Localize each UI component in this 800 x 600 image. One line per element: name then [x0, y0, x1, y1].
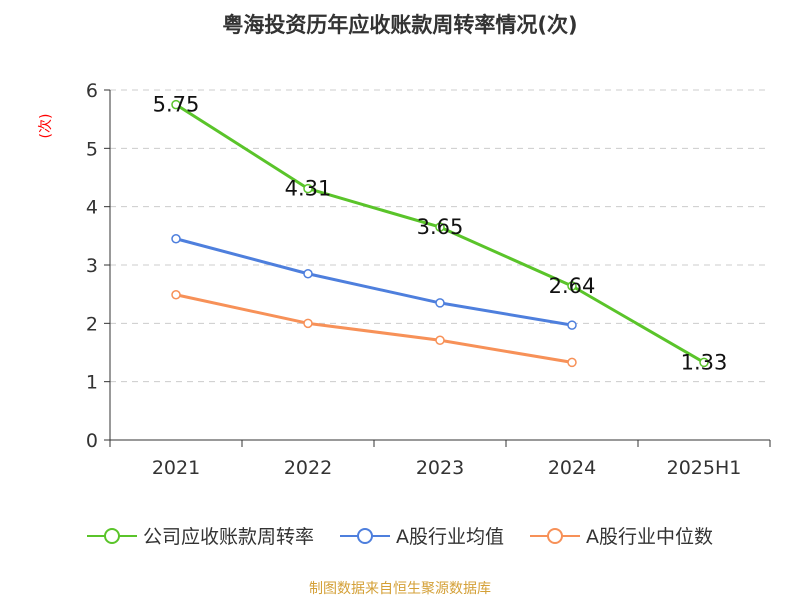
data-point — [303, 269, 313, 279]
data-label: 1.33 — [681, 350, 728, 374]
data-label: 4.31 — [285, 177, 332, 201]
x-tick-label: 2022 — [284, 457, 332, 479]
data-point — [171, 234, 181, 244]
legend: 公司应收账款周转率 A股行业均值 A股行业中位数 — [0, 522, 800, 549]
y-tick-label: 2 — [86, 313, 98, 335]
y-tick-label: 6 — [86, 80, 98, 102]
y-tick-label: 5 — [86, 138, 98, 160]
source-note: 制图数据来自恒生聚源数据库 — [309, 581, 491, 597]
y-tick-label: 0 — [86, 430, 98, 452]
data-point — [303, 183, 313, 194]
series-line — [175, 237, 573, 327]
data-point — [171, 290, 181, 300]
y-tick-label: 4 — [86, 197, 98, 219]
data-point — [567, 320, 577, 330]
x-tick-label: 2024 — [548, 457, 596, 479]
legend-item-industry-median[interactable]: A股行业中位数 — [530, 522, 713, 549]
legend-item-company[interactable]: 公司应收账款周转率 — [86, 522, 314, 549]
y-tick-label: 1 — [86, 372, 98, 394]
data-label: 2.64 — [549, 274, 596, 298]
data-point — [435, 335, 445, 345]
legend-label-company: 公司应收账款周转率 — [142, 526, 314, 548]
series-line — [175, 293, 573, 364]
legend-line-icon — [340, 527, 390, 544]
data-point — [567, 357, 577, 368]
data-point — [699, 357, 709, 368]
data-point — [303, 318, 313, 329]
x-tick-label: 2023 — [416, 457, 464, 479]
data-point — [435, 222, 445, 232]
legend-item-industry-mean[interactable]: A股行业均值 — [340, 522, 504, 549]
chart-title: 粤海投资历年应收账款周转率情况(次) — [222, 13, 578, 37]
data-label: 3.65 — [417, 215, 464, 239]
data-point — [567, 281, 577, 291]
legend-line-icon — [86, 527, 137, 544]
x-tick-label: 2021 — [152, 457, 200, 479]
data-point — [171, 99, 181, 110]
x-tick-label: 2025H1 — [667, 457, 742, 479]
legend-label-industry-mean: A股行业均值 — [396, 526, 504, 548]
data-label: 5.75 — [153, 93, 200, 117]
y-tick-label: 3 — [86, 255, 98, 277]
data-point — [435, 298, 445, 308]
y-axis-label: (次) — [38, 114, 54, 139]
legend-line-icon — [530, 527, 580, 544]
legend-label-industry-median: A股行业中位数 — [586, 526, 713, 548]
